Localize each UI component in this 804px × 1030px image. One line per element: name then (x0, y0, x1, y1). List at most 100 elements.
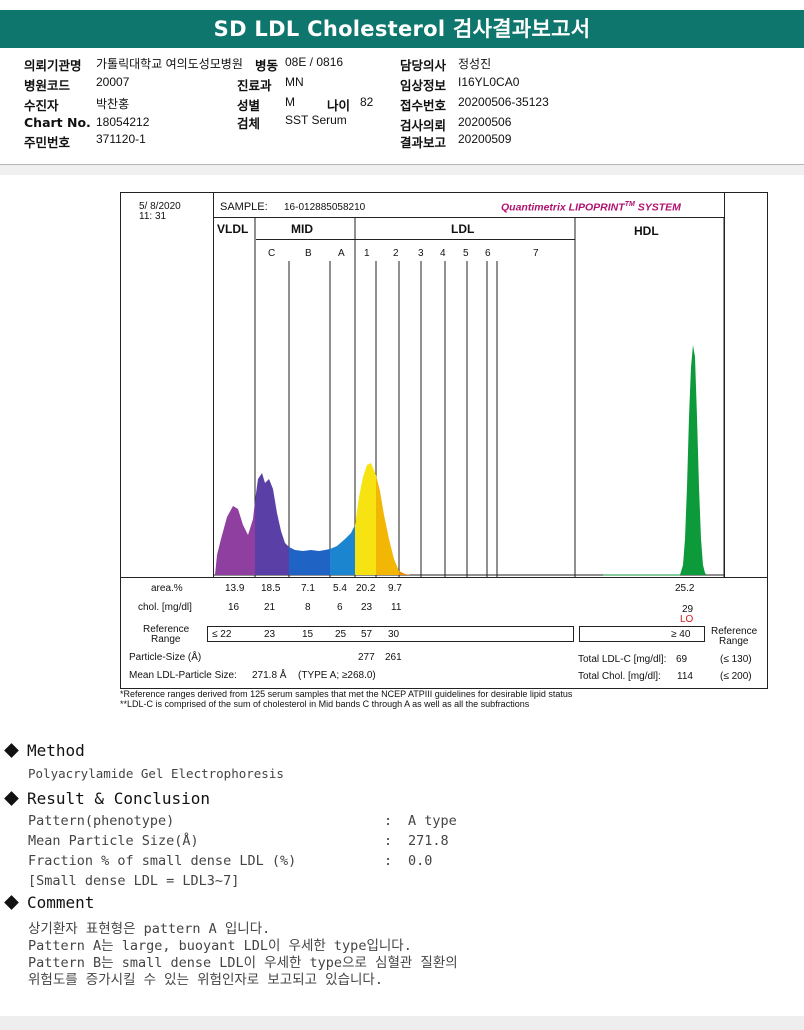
request-label: 검사의뢰 (400, 118, 447, 133)
band-label-ldl5: 5 (463, 248, 469, 259)
ref-vldl: ≤ 22 (212, 629, 232, 640)
hospital-code-label: 병원코드 (24, 78, 71, 93)
specimen-label: 검체 (237, 116, 261, 131)
mean-size-value: 271.8 Å (252, 670, 287, 681)
request-info: 의뢰기관명 가톨릭대학교 여의도성모병원 병동 08E / 0816 담당의사 … (0, 50, 804, 164)
comment-line-1: 상기환자 표현형은 pattern A 입니다. (28, 921, 271, 937)
ldl-underline (355, 239, 575, 240)
method-heading: Method (4, 741, 85, 760)
ref-right-line1: Reference (711, 626, 758, 637)
result-size-sep: : (384, 833, 393, 849)
ref-right-line2: Range (719, 636, 749, 647)
band-label-ldl6: 6 (485, 248, 491, 259)
info-divider (0, 164, 804, 165)
comment-line-4: 위험도를 증가시킬 수 있는 위험인자로 보고되고 있습니다. (28, 972, 383, 988)
ward-label: 병동 (255, 58, 279, 73)
group-vldl: VLDL (217, 222, 249, 236)
ref-label-line1: Reference (143, 624, 190, 635)
peak-vldl (215, 501, 255, 575)
chol-label: chol. [mg/dl] (138, 602, 192, 613)
band-label-ldl7: 7 (533, 248, 539, 259)
chol-ldl2: 11 (391, 602, 402, 613)
chart-no-value: 18054212 (96, 115, 150, 129)
ref-ldl1: 57 (361, 629, 373, 640)
doctor-label: 담당의사 (400, 58, 447, 73)
ward-value: 08E / 0816 (285, 55, 344, 69)
patient-value: 박찬홍 (96, 97, 130, 111)
peak-mid-a (330, 525, 355, 575)
area-vldl: 13.9 (225, 583, 245, 594)
scan-time: 11: 31 (139, 211, 167, 222)
particle-size-ldl2: 261 (385, 652, 402, 663)
particle-size-ldl1: 277 (358, 652, 375, 663)
department-label: 진료과 (237, 78, 272, 93)
band-label-ldl2: 2 (393, 248, 399, 259)
total-chol-value: 114 (677, 671, 693, 682)
clinical-value: I16YL0CA0 (458, 75, 520, 89)
particle-size-label: Particle-Size (Å) (129, 652, 202, 663)
lipoprint-report: 5/ 8/2020 11: 31 SAMPLE: 16-012885058210… (120, 192, 768, 689)
chart-no-label: Chart No. (24, 115, 91, 130)
result-fraction-value: 0.0 (408, 853, 433, 869)
institution-label: 의뢰기관명 (24, 58, 82, 73)
request-value: 20200506 (458, 115, 512, 129)
area-hdl: 25.2 (675, 583, 695, 594)
peak-ldl2 (376, 475, 399, 575)
report-date-value: 20200509 (458, 132, 512, 146)
department-value: MN (285, 75, 304, 89)
ref-hdl: ≥ 40 (671, 629, 691, 640)
comment-heading: Comment (4, 893, 94, 912)
area-c: 18.5 (261, 583, 281, 594)
electropherogram (213, 217, 725, 577)
mid-underline (256, 239, 355, 240)
bottom-band (0, 1016, 804, 1030)
diamond-bullet-icon (4, 791, 19, 806)
brand-logo: Quantimetrix LIPOPRINTTM SYSTEM (501, 201, 681, 214)
chol-ldl1: 23 (361, 602, 373, 613)
institution-value: 가톨릭대학교 여의도성모병원 (96, 57, 243, 71)
diamond-bullet-icon (4, 743, 19, 758)
total-ldl-label: Total LDL-C [mg/dl]: (578, 654, 667, 665)
clinical-label: 임상정보 (400, 78, 447, 93)
receipt-label: 접수번호 (400, 98, 447, 113)
scan-date: 5/ 8/2020 (139, 201, 181, 212)
area-ldl1: 20.2 (356, 583, 376, 594)
table-top-line (121, 577, 767, 578)
chol-c: 21 (264, 602, 276, 613)
header-divider (213, 217, 725, 218)
footnote-reference: *Reference ranges derived from 125 serum… (120, 689, 573, 699)
peak-hdl (680, 345, 707, 575)
chol-a: 6 (337, 602, 343, 613)
report-title: SD LDL Cholesterol 검사결과보고서 (0, 10, 804, 48)
area-a: 5.4 (333, 583, 347, 594)
result-note: [Small dense LDL = LDL3~7] (28, 873, 240, 889)
band-label-ldl1: 1 (364, 248, 370, 259)
comment-line-2: Pattern A는 large, buoyant LDL이 우세한 type입… (28, 938, 412, 954)
sample-id: 16-012885058210 (284, 202, 366, 213)
band-label-c: C (268, 248, 276, 259)
age-value: 82 (360, 95, 374, 109)
receipt-value: 20200506-35123 (458, 95, 549, 109)
footnote-ldl-c: **LDL-C is comprised of the sum of chole… (120, 699, 530, 709)
diamond-bullet-icon (4, 895, 19, 910)
ref-range-box (207, 626, 574, 642)
total-ldl-value: 69 (676, 654, 688, 665)
result-size-value: 271.8 (408, 833, 449, 849)
chol-hdl: 29 (682, 604, 694, 615)
sex-label: 성별 (237, 98, 261, 113)
header-left-divider (213, 193, 214, 577)
total-chol-label: Total Chol. [mg/dl]: (578, 671, 661, 682)
sex-value: M (285, 95, 295, 109)
ref-ldl2: 30 (388, 629, 400, 640)
ref-a: 25 (335, 629, 347, 640)
band-label-a: A (338, 248, 345, 259)
report-date-label: 결과보고 (400, 135, 447, 150)
group-ldl: LDL (451, 222, 475, 236)
total-ldl-ref: (≤ 130) (720, 654, 752, 665)
ref-hdl-box (579, 626, 705, 642)
info-shadow-band (0, 165, 804, 175)
peak-ldl3 (399, 571, 411, 575)
group-mid: MID (291, 222, 313, 236)
result-pattern-label: Pattern(phenotype) (28, 813, 175, 829)
result-fraction-sep: : (384, 853, 393, 869)
